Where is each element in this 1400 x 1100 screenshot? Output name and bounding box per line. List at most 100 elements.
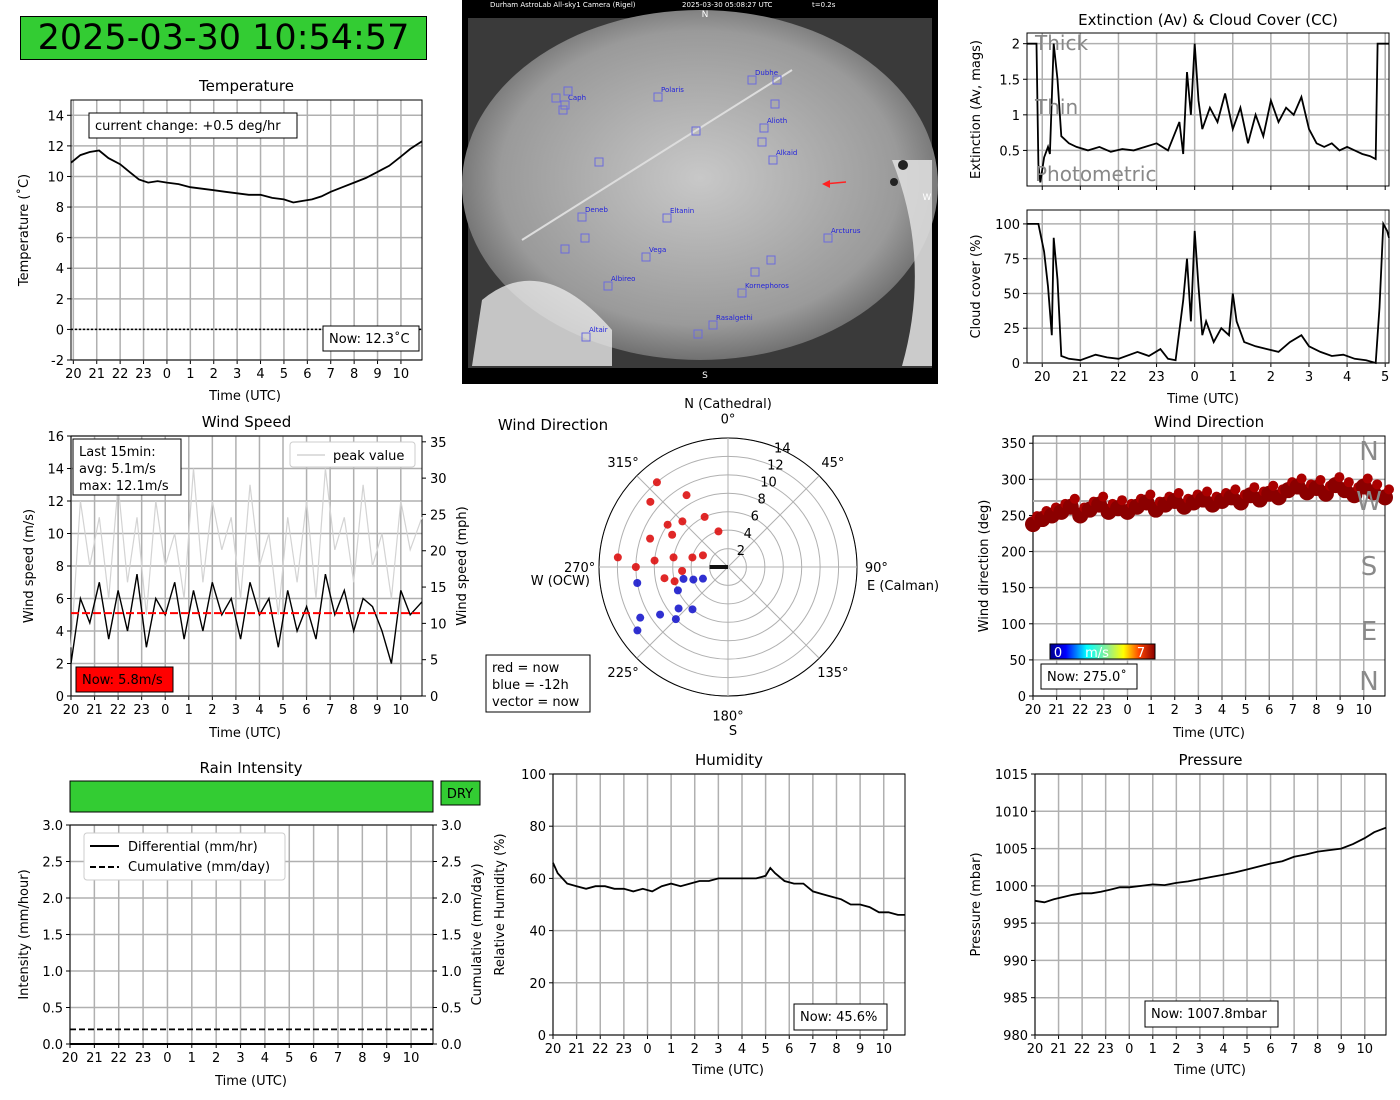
- colorbar-min: 0: [1054, 646, 1062, 661]
- x-tick-label: 7: [327, 367, 335, 382]
- point-12h: [671, 615, 680, 624]
- y-tick-label: 985: [1003, 992, 1028, 1007]
- x-tick-label: 3: [714, 1042, 722, 1057]
- rain-panel: DRY Rain Intensity 20 21 22 23 0 1 2 3 4 5 6 7 8 9 10 0.0…: [0, 750, 500, 1100]
- plot-frame: [552, 773, 906, 1036]
- star-marker: [708, 320, 718, 330]
- x-tick-label: 3: [1305, 370, 1313, 385]
- sky-north: N: [702, 10, 709, 20]
- x-tick-label: 6: [1265, 703, 1273, 718]
- x-tick-label: 5: [280, 367, 288, 382]
- star-marker: [691, 126, 701, 136]
- x-tick-label: 6: [302, 703, 310, 718]
- y2-tick-label: 15: [430, 581, 447, 596]
- radial-label: 6: [751, 510, 759, 525]
- x-tick-label: 2: [212, 1051, 220, 1066]
- x-tick-label: 8: [358, 1051, 366, 1066]
- wind-now-box: [75, 666, 174, 693]
- temperature-chart: 20 21 22 23 0 1 2 3 4 5 6 7 8 9 10-202468101214Tempera…: [16, 77, 423, 404]
- point-12h: [688, 605, 697, 614]
- x-tick-label: 23: [616, 1042, 633, 1057]
- y2-tick-label: 5: [430, 654, 438, 669]
- point-12h: [689, 575, 698, 584]
- temperature-change-box-line: current change: +0.5 deg/hr: [95, 119, 281, 134]
- angle-label: 315°: [607, 456, 638, 471]
- y-tick-label: 250: [1001, 509, 1026, 524]
- chart-title: Wind Direction: [498, 416, 608, 434]
- x-tick-label: 3: [232, 703, 240, 718]
- wind-dir-point: [1117, 495, 1128, 506]
- x-tick-label: 2: [210, 367, 218, 382]
- x-tick-label: 21: [86, 703, 103, 718]
- y-tick-label: 100: [521, 768, 546, 783]
- temperature-panel: 20 21 22 23 0 1 2 3 4 5 6 7 8 9 10 -2 0 2 4 6 8 10 12 14 Tempera…: [0, 70, 440, 410]
- y-tick-label: 4: [56, 625, 64, 640]
- wind-dir-point: [1315, 475, 1326, 485]
- x-tick-label: 0: [643, 1042, 651, 1057]
- wind-dir-point: [1362, 473, 1373, 484]
- y-tick-label: 50: [1003, 287, 1020, 302]
- x-tick-label: 4: [738, 1042, 746, 1057]
- x-tick-label: 5: [1241, 703, 1249, 718]
- x-tick-label: 2: [1267, 370, 1275, 385]
- y-tick-label: 0.5: [999, 144, 1020, 159]
- y-tick-label: 0: [56, 323, 64, 338]
- chart-title: Temperature: [198, 77, 294, 95]
- plot-frame: [1032, 435, 1386, 697]
- point-now: [652, 478, 661, 487]
- star-marker: [551, 93, 561, 103]
- x-tick-label: 9: [1337, 1042, 1345, 1057]
- star-marker: [766, 255, 776, 265]
- point-now: [646, 534, 655, 543]
- y-tick-label: 80: [529, 820, 546, 835]
- x-tick-label: 1: [667, 1042, 675, 1057]
- y-tick-label: 8: [56, 560, 64, 575]
- star-label: Deneb: [585, 206, 608, 214]
- y-tick-label: 6: [56, 232, 64, 247]
- y-tick-label: 75: [1003, 253, 1020, 268]
- radial-label: 10: [760, 476, 777, 491]
- x-tick-label: 0: [161, 703, 169, 718]
- cloud-patch: [472, 280, 612, 366]
- x-tick-label: 0: [163, 367, 171, 382]
- legend-label: peak value: [333, 449, 404, 464]
- chart-title: Wind Speed: [202, 413, 292, 431]
- y2-tick-label: 3.0: [441, 819, 462, 834]
- y2-tick-label: 2.0: [441, 892, 462, 907]
- temperature-change-box-frame: [88, 112, 298, 139]
- legend-label: Cumulative (mm/day): [128, 860, 270, 875]
- y-tick-label: 1.0: [42, 965, 63, 980]
- x-tick-label: 20: [1025, 703, 1042, 718]
- y2-tick-label: 2.5: [441, 856, 462, 871]
- trail-line: [521, 69, 793, 241]
- dome-edge: [892, 160, 932, 366]
- wind-dir-point: [1173, 488, 1184, 498]
- wind-stats-box-line: max: 12.1m/s: [79, 479, 169, 494]
- y-tick-label: 16: [47, 430, 64, 445]
- wind-dir-point: [1069, 493, 1080, 504]
- x-axis-label: Time (UTC): [1166, 392, 1239, 407]
- extinction-axes: 0.5 1 1.5 2: [999, 32, 1390, 190]
- x-axis-label: Time (UTC): [1173, 1063, 1246, 1078]
- x-tick-label: 8: [1312, 703, 1320, 718]
- obstruction: [898, 160, 908, 170]
- x-tick-label: 9: [1336, 703, 1344, 718]
- y-tick-label: -2: [51, 354, 64, 369]
- wind-now-label: Now: 5.8m/s: [82, 673, 163, 688]
- x-tick-label: 1: [1229, 370, 1237, 385]
- point-now: [700, 512, 709, 521]
- y2-axis-label: Wind speed (mph): [455, 506, 470, 626]
- pressure-now-box: Now: 1007.8mbar: [1144, 1000, 1279, 1028]
- y-tick-label: 12: [47, 140, 64, 155]
- y2-tick-label: 25: [430, 508, 447, 523]
- x-tick-label: 4: [1219, 1042, 1227, 1057]
- x-tick-label: 2: [691, 1042, 699, 1057]
- pressure-chart: 20 21 22 23 0 1 2 3 4 5 6 7 8 9 1098098599099510001005…: [969, 751, 1387, 1078]
- y-tick-label: 6: [56, 593, 64, 608]
- point-12h: [633, 579, 642, 588]
- y-tick-label: 0: [56, 690, 64, 705]
- sky-west: W: [923, 193, 932, 203]
- x-tick-label: 22: [110, 1051, 127, 1066]
- point-now: [678, 567, 687, 576]
